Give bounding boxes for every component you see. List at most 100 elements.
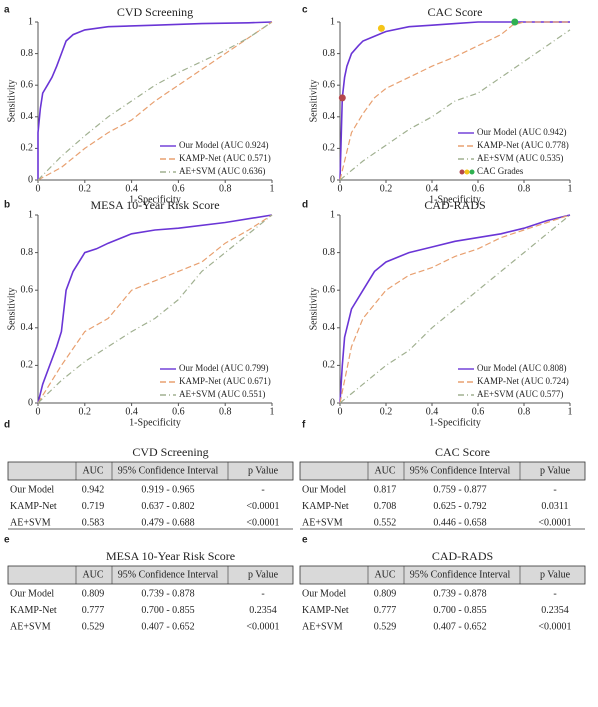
y-tick-label: 0.2 — [21, 143, 34, 154]
panel-label: d — [4, 420, 10, 431]
y-tick-label: 0.2 — [323, 143, 336, 154]
cac-grade-point — [338, 94, 346, 102]
y-tick-label: 1 — [28, 16, 33, 27]
x-axis-label: 1-Specificity — [129, 194, 181, 205]
x-tick-label: 0 — [338, 183, 343, 194]
x-tick-label: 1 — [270, 406, 275, 417]
y-tick-label: 0 — [28, 174, 33, 185]
table-cell: Our Model — [10, 484, 54, 495]
roc-curve — [339, 214, 571, 404]
table-header — [7, 565, 294, 585]
y-tick-label: 0.8 — [21, 247, 34, 258]
column-header: p Value — [248, 465, 279, 476]
table-cell: 0.552 — [374, 517, 397, 528]
legend-label: KAMP-Net (AUC 0.671) — [179, 376, 271, 386]
y-axis-label: Sensitivity — [308, 80, 319, 123]
table-header — [7, 461, 294, 481]
roc-curve — [37, 21, 273, 181]
roc-curve — [37, 214, 273, 404]
column-header: 95% Confidence Interval — [410, 569, 511, 580]
table-cell: AE+SVM — [302, 517, 343, 528]
legend-swatch — [459, 169, 465, 175]
x-tick-label: 0 — [36, 406, 41, 417]
table-cell: 0.529 — [82, 621, 105, 632]
y-tick-label: 0.8 — [21, 48, 34, 59]
legend-label: Our Model (AUC 0.942) — [477, 127, 567, 137]
y-tick-label: 1 — [28, 209, 33, 220]
table-cell: 0.637 - 0.802 — [141, 501, 194, 512]
table-cell: 0.919 - 0.965 — [141, 484, 194, 495]
panel-label: f — [302, 420, 306, 431]
legend-label: KAMP-Net (AUC 0.724) — [477, 376, 569, 386]
table-cell: 0.583 — [82, 517, 105, 528]
table-cell: 0.700 - 0.855 — [433, 605, 486, 616]
table-cell: AE+SVM — [10, 621, 51, 632]
y-tick-label: 0.8 — [323, 48, 336, 59]
table-title: CAD-RADS — [432, 549, 493, 563]
column-header: p Value — [248, 569, 279, 580]
table-cell: 0.479 - 0.688 — [141, 517, 194, 528]
table-cell: 0.777 — [374, 605, 397, 616]
x-axis-label: 1-Specificity — [429, 417, 481, 428]
y-axis-label: Sensitivity — [308, 288, 319, 331]
x-tick-label: 0.8 — [219, 406, 232, 417]
roc-curve — [37, 214, 273, 404]
table-cell: KAMP-Net — [10, 605, 57, 616]
table-cell: 0.708 — [374, 501, 397, 512]
table-cell: Our Model — [302, 484, 346, 495]
chart-title: CAD-RADS — [424, 198, 485, 212]
chart-title: CAC Score — [428, 5, 483, 19]
table-cell: 0.625 - 0.792 — [433, 501, 486, 512]
x-tick-label: 0.4 — [125, 406, 138, 417]
x-tick-label: 0.6 — [172, 406, 185, 417]
legend-label: AE+SVM (AUC 0.636) — [179, 166, 265, 176]
table-cell: - — [261, 484, 264, 495]
table-cell: Our Model — [302, 588, 346, 599]
column-header: 95% Confidence Interval — [118, 465, 219, 476]
cac-grade-point — [377, 24, 385, 32]
table-header — [299, 565, 586, 585]
y-tick-label: 0.6 — [323, 284, 336, 295]
y-tick-label: 0.2 — [21, 360, 34, 371]
roc-curve — [339, 21, 570, 181]
table-cell: 0.446 - 0.658 — [433, 517, 486, 528]
x-tick-label: 0.4 — [426, 406, 439, 417]
table-cell: 0.777 — [82, 605, 105, 616]
legend-label: CAC Grades — [477, 166, 524, 176]
table-cell: 0.739 - 0.878 — [141, 588, 194, 599]
y-tick-label: 0.4 — [21, 111, 34, 122]
table-cell: 0.817 — [374, 484, 397, 495]
legend-label: AE+SVM (AUC 0.577) — [477, 389, 563, 399]
table-cell: <0.0001 — [246, 517, 279, 528]
x-tick-label: 0.8 — [219, 183, 232, 194]
table-cell: - — [553, 588, 556, 599]
table-cell: 0.0311 — [541, 501, 568, 512]
legend-label: AE+SVM (AUC 0.535) — [477, 153, 563, 163]
table-cell: Our Model — [10, 588, 54, 599]
legend-swatch — [464, 169, 470, 175]
chart-title: MESA 10-Year Risk Score — [90, 198, 219, 212]
y-axis-label: Sensitivity — [6, 80, 17, 123]
x-tick-label: 0 — [338, 406, 343, 417]
roc-curve — [339, 21, 570, 181]
y-tick-label: 0.6 — [21, 79, 34, 90]
column-header: p Value — [540, 465, 571, 476]
column-header: AUC — [82, 465, 103, 476]
x-tick-label: 0.6 — [472, 406, 485, 417]
column-header: AUC — [82, 569, 103, 580]
legend-label: KAMP-Net (AUC 0.778) — [477, 140, 569, 150]
table-cell: 0.942 — [82, 484, 105, 495]
table-title: MESA 10-Year Risk Score — [106, 549, 235, 563]
table-cell: - — [553, 484, 556, 495]
x-tick-label: 0.6 — [472, 183, 485, 194]
table-cell: KAMP-Net — [302, 501, 349, 512]
table-cell: <0.0001 — [538, 621, 571, 632]
panel-label: d — [302, 200, 308, 211]
y-axis-label: Sensitivity — [6, 288, 17, 331]
table-cell: 0.809 — [374, 588, 397, 599]
legend-label: Our Model (AUC 0.808) — [477, 363, 567, 373]
table-cell: KAMP-Net — [10, 501, 57, 512]
table-cell: 0.2354 — [541, 605, 569, 616]
table-header — [299, 461, 586, 481]
x-tick-label: 0.2 — [79, 183, 92, 194]
